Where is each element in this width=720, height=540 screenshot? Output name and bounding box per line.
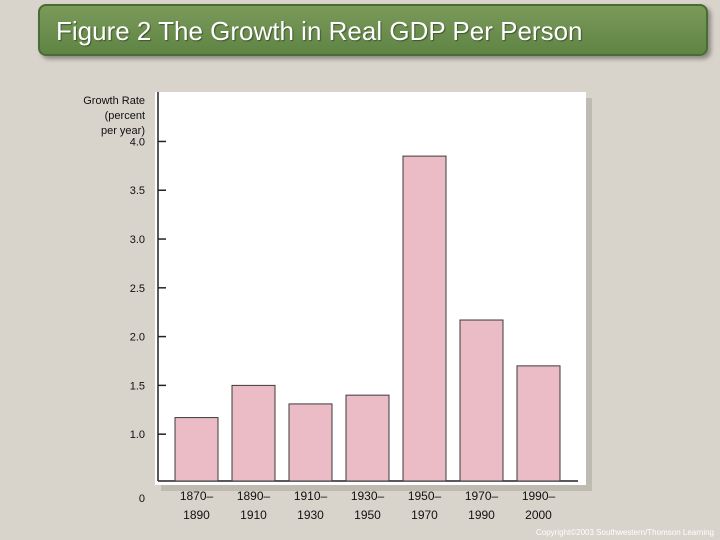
x-category-label-top: 1910– xyxy=(294,489,328,503)
slide-title: Figure 2 The Growth in Real GDP Per Pers… xyxy=(56,16,583,46)
y-tick-label: 1.0 xyxy=(130,429,145,441)
bar xyxy=(402,155,447,482)
y-zero-label: 0 xyxy=(139,493,145,505)
bar xyxy=(231,384,276,482)
x-category-label-bottom: 1970 xyxy=(411,508,438,522)
x-category-label-top: 1870– xyxy=(180,489,214,503)
bar xyxy=(288,403,333,482)
y-tick-label: 2.0 xyxy=(130,332,145,344)
x-category-label-bottom: 1990 xyxy=(468,508,495,522)
x-category-label-top: 1930– xyxy=(351,489,385,503)
y-axis-label-line: (percent xyxy=(105,110,145,122)
x-category-label-bottom: 2000 xyxy=(525,508,552,522)
x-category-label-bottom: 1950 xyxy=(354,508,381,522)
title-bar: Figure 2 The Growth in Real GDP Per Pers… xyxy=(38,4,708,56)
y-axis-label-line: per year) xyxy=(101,125,145,137)
y-tick-label: 2.5 xyxy=(130,283,145,295)
x-category-label-bottom: 1890 xyxy=(183,508,210,522)
bar xyxy=(516,365,561,482)
y-tick-label: 4.0 xyxy=(130,136,145,148)
x-category-label-top: 1970– xyxy=(465,489,499,503)
x-category-label-top: 1890– xyxy=(237,489,271,503)
x-category-label-top: 1950– xyxy=(408,489,442,503)
y-tick-label: 3.0 xyxy=(130,234,145,246)
copyright-notice: Copyright©2003 Southwestern/Thomson Lear… xyxy=(536,528,714,537)
bar xyxy=(459,319,504,482)
bar xyxy=(174,417,219,482)
y-tick-label: 1.5 xyxy=(130,380,145,392)
x-category-label-bottom: 1930 xyxy=(297,508,324,522)
x-category-label-top: 1990– xyxy=(522,489,556,503)
x-category-label-bottom: 1910 xyxy=(240,508,267,522)
y-tick-label: 3.5 xyxy=(130,185,145,197)
y-axis-label-line: Growth Rate xyxy=(83,95,145,107)
bar xyxy=(345,394,390,482)
